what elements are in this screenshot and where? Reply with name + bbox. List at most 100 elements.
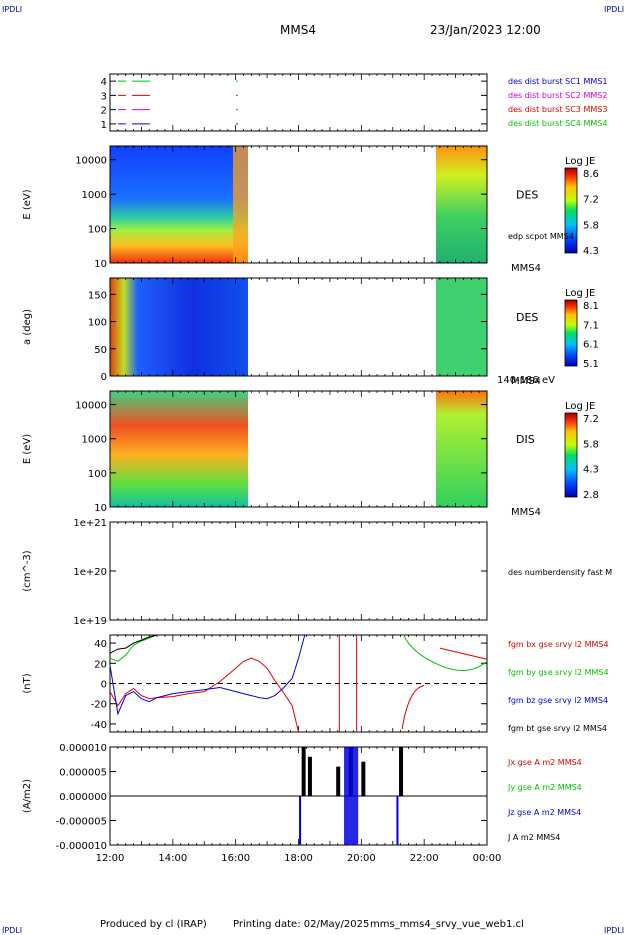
fgm-series-line <box>109 634 158 654</box>
y-tick-label: 2 <box>101 106 107 117</box>
y-tick-label: 20 <box>94 659 107 670</box>
burst-legend-entry: des dist burst SC2 MMS2 <box>508 91 607 100</box>
colorbar-tick: 8.6 <box>583 169 599 180</box>
fgm-series-line <box>109 657 299 733</box>
y-axis-label: (cm^-3) <box>22 550 33 591</box>
fgm-legend-entry: fgm by gse srvy l2 MMS4 <box>508 668 609 677</box>
burst-legend-entry: des dist burst SC4 MMS4 <box>508 119 607 128</box>
panel-frame-density <box>109 521 488 621</box>
colorbar-title: Log JE <box>565 156 595 167</box>
y-tick-label: 10 <box>94 503 107 514</box>
y-tick-label: 1 <box>101 120 107 131</box>
panel-frame-burst_flags <box>109 73 488 132</box>
y-tick-label: -0.000005 <box>56 817 107 828</box>
fgm-legend-entry: fgm bt gse srvy l2 MMS4 <box>508 724 607 733</box>
current-burst-mark <box>361 761 366 796</box>
y-tick-label: 3 <box>101 91 107 102</box>
footer-produced-by: Produced by cl (IRAP) <box>100 919 207 930</box>
x-tick-label: 22:00 <box>410 853 439 864</box>
y-axis-label: E (eV) <box>22 434 33 464</box>
current-legend-entry: Jz gse A m2 MMS4 <box>507 808 581 817</box>
instrument-label: DIS <box>516 433 535 446</box>
instrument-label: DES <box>516 189 538 202</box>
y-axis-label: a (deg) <box>22 309 33 345</box>
x-tick-label: 12:00 <box>96 853 125 864</box>
footer-filename: mms_mms4_srvy_vue_web1.cl <box>370 919 524 930</box>
current-legend-entry: Jx gse A m2 MMS4 <box>507 758 582 767</box>
current-burst-mark <box>336 766 341 796</box>
colorbar-tick: 8.1 <box>583 301 599 312</box>
instrument-label: DES <box>516 311 538 324</box>
y-tick-label: 100 <box>88 469 107 480</box>
current-burst-mark <box>399 747 404 796</box>
colorbar-tick: 7.2 <box>583 414 599 425</box>
x-tick-label: 00:00 <box>473 853 502 864</box>
colorbar-tick: 5.1 <box>583 359 599 370</box>
y-axis-label: E (eV) <box>22 189 33 219</box>
energy-range-label: 140-186 eV <box>497 375 555 386</box>
panel-spacecraft-label: MMS4 <box>511 507 541 518</box>
y-tick-label: 0.000005 <box>59 768 107 779</box>
y-tick-label: -20 <box>91 700 107 711</box>
current-burst-mark <box>344 747 359 845</box>
datetime-title: 23/Jan/2023 12:00 <box>430 23 541 37</box>
corner-label-left: IPDLI <box>2 5 23 14</box>
y-tick-label: 50 <box>94 345 107 356</box>
y-tick-label: 10 <box>94 259 107 270</box>
burst-legend-entry: des dist burst SC3 MMS3 <box>508 105 607 114</box>
burst-legend-entry: des dist burst SC1 MMS1 <box>508 77 607 86</box>
corner-label-right: IPDLI <box>604 5 625 14</box>
fgm-series-line <box>109 634 306 716</box>
x-tick-label: 16:00 <box>221 853 250 864</box>
colorbar-tick: 5.8 <box>583 220 599 231</box>
burst-flag-dot <box>236 123 238 125</box>
burst-flag-dot <box>236 80 238 82</box>
fgm-series-line <box>401 685 425 730</box>
burst-flag-dot <box>236 94 238 97</box>
x-tick-label: 20:00 <box>347 853 376 864</box>
colorbar-tick: 4.3 <box>583 465 599 476</box>
fgm-legend-entry: fgm bx gse srvy l2 MMS4 <box>508 640 609 649</box>
y-axis-label: (nT) <box>22 673 33 693</box>
colorbar-title: Log JE <box>565 288 595 299</box>
y-tick-label: 1e+21 <box>73 518 107 529</box>
colorbar-tick: 6.1 <box>583 340 599 351</box>
colorbar-tick: 7.1 <box>583 320 599 331</box>
y-tick-label: 1000 <box>82 435 107 446</box>
colorbar-tick: 5.8 <box>583 439 599 450</box>
y-tick-label: 40 <box>94 639 107 650</box>
colorbar <box>564 299 578 367</box>
y-tick-label: 4 <box>101 77 107 88</box>
current-legend-entry: J A m2 MMS4 <box>507 833 560 842</box>
panel-spacecraft-label: MMS4 <box>511 376 541 387</box>
y-axis-label: (A/m2) <box>22 779 33 813</box>
density-legend-entry: des numberdensity fast M <box>508 568 612 577</box>
y-tick-label: -0.000010 <box>56 841 107 852</box>
footer-printing-date: Printing date: 02/May/2025 <box>233 919 370 930</box>
y-tick-label: 100 <box>88 225 107 236</box>
fgm-series-line <box>109 634 158 662</box>
spacecraft-title: MMS4 <box>280 23 316 37</box>
y-tick-label: 150 <box>88 290 107 301</box>
y-tick-label: 1e+20 <box>73 567 107 578</box>
x-tick-label: 18:00 <box>284 853 313 864</box>
dis-energy-spectrogram <box>110 391 487 507</box>
colorbar <box>564 412 578 498</box>
y-tick-label: 1e+19 <box>73 616 107 627</box>
y-tick-label: -40 <box>91 720 107 731</box>
fgm-series-line <box>439 647 488 660</box>
current-burst-mark <box>301 747 306 796</box>
burst-flag-dot <box>236 108 238 111</box>
panel-spacecraft-label: MMS4 <box>511 263 541 274</box>
des-pitch-spectrogram <box>110 278 487 376</box>
des-energy-spectrogram <box>110 146 487 263</box>
colorbar-tick: 2.8 <box>583 490 599 501</box>
corner-label-bottom-left: IPDLI <box>2 926 23 935</box>
current-legend-entry: Jy gse A m2 MMS4 <box>507 783 582 792</box>
colorbar <box>564 167 578 254</box>
fgm-series-line <box>403 634 488 671</box>
corner-label-bottom-right: IPDLI <box>604 926 625 935</box>
y-tick-label: 1000 <box>82 190 107 201</box>
colorbar-tick: 4.3 <box>583 246 599 257</box>
